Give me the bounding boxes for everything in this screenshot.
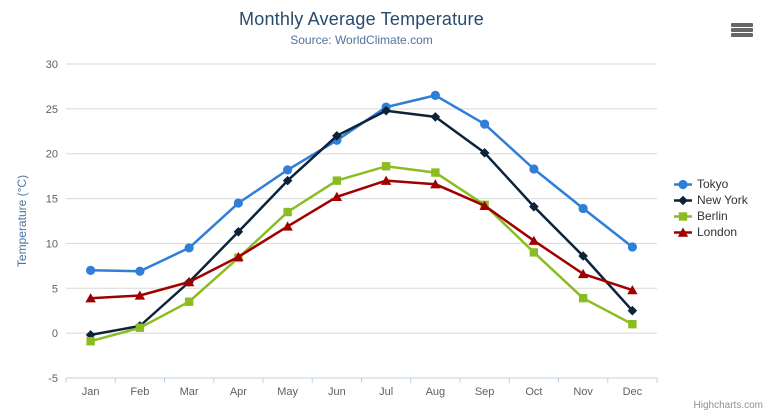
data-point-berlin[interactable] [431,168,440,177]
y-axis-label: 30 [46,59,58,71]
data-point-tokyo[interactable] [627,242,637,252]
legend-label: London [697,225,738,239]
y-axis-label: 10 [46,238,58,250]
data-point-new-york[interactable] [233,226,244,237]
series-tokyo[interactable] [86,90,637,276]
data-point-berlin[interactable] [135,323,145,332]
data-point-new-york[interactable] [479,148,490,158]
legend-label: Berlin [697,209,728,223]
series-line-london[interactable] [89,179,634,300]
series-new-york[interactable] [85,105,638,340]
legend-item-tokyo[interactable]: Tokyo [674,176,748,192]
x-axis-label: Mar [180,386,199,398]
data-point-london[interactable] [430,179,441,189]
x-axis-label: Apr [230,386,247,398]
data-point-london[interactable] [134,290,146,300]
x-axis-label: Dec [623,386,643,398]
data-point-tokyo[interactable] [135,266,145,276]
legend-item-london[interactable]: London [674,224,748,240]
data-point-berlin[interactable] [332,176,342,185]
data-point-new-york[interactable] [578,251,588,261]
series-line-tokyo[interactable] [89,94,634,273]
x-axis-label: Feb [130,386,149,398]
legend-item-berlin[interactable]: Berlin [674,208,748,224]
data-point-berlin[interactable] [184,297,194,306]
x-axis-label: Jan [82,386,100,398]
diamond-marker-icon [674,195,692,205]
circle-marker-icon [674,179,692,189]
data-point-tokyo[interactable] [184,243,194,253]
triangle-marker-icon [674,227,692,237]
data-point-new-york[interactable] [627,305,638,316]
data-point-tokyo[interactable] [430,90,440,100]
series-line-berlin[interactable] [89,165,634,343]
data-point-london[interactable] [331,191,343,201]
x-axis-label: Aug [426,386,446,398]
data-point-london[interactable] [282,221,293,231]
data-point-new-york[interactable] [430,112,441,122]
square-marker-glyph[interactable] [678,211,688,221]
chart-title: Monthly Average Temperature [239,9,484,29]
triangle-marker-glyph[interactable] [677,227,689,237]
data-point-london[interactable] [233,251,244,262]
data-point-berlin[interactable] [529,248,539,257]
data-point-new-york[interactable] [282,175,293,186]
circle-marker-glyph[interactable] [678,179,688,189]
x-axis-label: Jul [379,386,393,398]
credits-link[interactable]: Highcharts.com [693,400,763,411]
data-point-london[interactable] [627,285,638,295]
data-point-new-york[interactable] [85,330,96,340]
data-point-london[interactable] [85,293,96,303]
data-point-berlin[interactable] [283,207,292,217]
legend-label: New York [697,193,748,207]
data-point-london[interactable] [528,235,540,245]
chart-legend: Tokyo New York Berlin London [674,176,748,240]
data-point-london[interactable] [577,268,589,279]
hamburger-icon [731,23,753,27]
data-point-tokyo[interactable] [480,119,490,129]
data-point-tokyo[interactable] [233,198,243,208]
x-axis-label: Sep [475,386,495,398]
y-axis-label: 5 [52,283,58,295]
data-point-london[interactable] [380,175,392,185]
data-point-tokyo[interactable] [578,203,588,214]
data-point-berlin[interactable] [86,337,95,346]
data-point-new-york[interactable] [381,105,391,116]
series-london[interactable] [85,175,638,303]
y-axis-label: 20 [46,149,58,161]
legend-label: Tokyo [697,177,729,191]
x-axis-label: Nov [573,386,593,398]
legend-item-new-york[interactable]: New York [674,192,748,208]
data-point-berlin[interactable] [578,293,588,303]
y-axis-label: 25 [46,104,58,116]
data-point-berlin[interactable] [381,162,391,171]
data-point-new-york[interactable] [529,201,539,212]
x-axis-label: Jun [328,386,346,398]
data-point-london[interactable] [183,277,195,287]
chart-subtitle: Source: WorldClimate.com [290,33,433,47]
y-axis-title: Temperature (°C) [15,175,29,267]
square-marker-icon [674,211,692,221]
data-point-berlin[interactable] [628,319,637,329]
data-point-tokyo[interactable] [283,165,293,175]
data-point-tokyo[interactable] [529,164,539,174]
y-axis-label: 0 [52,328,58,340]
diamond-marker-glyph[interactable] [678,195,688,205]
y-axis-label: -5 [48,373,58,385]
chart-context-menu-button[interactable] [731,23,753,37]
data-point-london[interactable] [479,200,490,210]
x-axis-label: Oct [525,386,542,398]
x-axis-label: May [277,386,298,398]
y-axis-label: 15 [46,194,58,206]
data-point-new-york[interactable] [332,130,342,141]
data-point-tokyo[interactable] [86,265,96,275]
series-line-new-york[interactable] [89,109,634,337]
